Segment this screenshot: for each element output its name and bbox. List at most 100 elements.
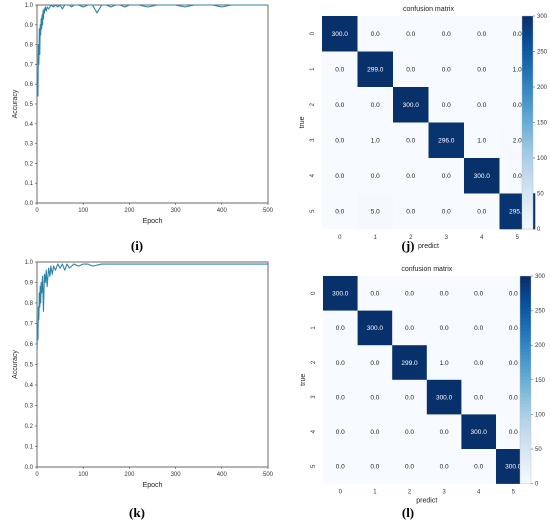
plot-frame bbox=[36, 261, 269, 468]
matrix-cell-value: 300.0 bbox=[332, 31, 349, 38]
colorbar-segment bbox=[522, 189, 533, 194]
matrix-cell bbox=[392, 414, 428, 450]
x-tick-label: 300 bbox=[171, 472, 182, 478]
y-tick-label: 0.4 bbox=[25, 383, 34, 389]
matrix-cell-value: 0.0 bbox=[509, 291, 518, 298]
y-tick-label: 0.2 bbox=[25, 161, 34, 167]
matrix-cell bbox=[357, 414, 393, 450]
colorbar-segment bbox=[522, 115, 533, 120]
matrix-cell-value: 2.0 bbox=[513, 138, 522, 145]
x-tick-label: 0 bbox=[339, 490, 343, 496]
colorbar-segment bbox=[520, 279, 531, 284]
matrix-cell-value: 0.0 bbox=[406, 31, 415, 38]
matrix-cell-value: 1.0 bbox=[513, 67, 522, 74]
matrix-cell-value: 0.0 bbox=[335, 173, 344, 180]
x-tick-label: 2 bbox=[408, 490, 412, 496]
matrix-cell-value: 0.0 bbox=[336, 360, 345, 367]
matrix-cell bbox=[392, 449, 428, 484]
colorbar-segment bbox=[520, 397, 531, 401]
colorbar-segment bbox=[522, 211, 533, 216]
matrix-cell bbox=[464, 193, 500, 230]
matrix-cell-value: 0.0 bbox=[440, 429, 449, 436]
colorbar-segment bbox=[522, 147, 533, 152]
matrix-cell bbox=[393, 193, 429, 230]
colorbar-segment bbox=[522, 40, 533, 45]
y-tick-label: 0.5 bbox=[25, 363, 34, 369]
colorbar-segment bbox=[522, 140, 533, 145]
y-tick-label: 0.3 bbox=[25, 404, 34, 410]
x-tick-label: 3 bbox=[442, 490, 446, 496]
matrix-cell-value: 5.0 bbox=[371, 209, 380, 216]
matrix-cell-value: 0.0 bbox=[440, 325, 449, 332]
y-tick-label: 4 bbox=[311, 429, 317, 433]
y-tick-label: 3 bbox=[310, 138, 316, 142]
matrix-cell-value: 0.0 bbox=[477, 102, 486, 109]
colorbar-tick-label: 300 bbox=[535, 274, 546, 280]
colorbar-segment bbox=[520, 345, 531, 350]
matrix-cell-value: 0.0 bbox=[336, 464, 345, 471]
y-tick-label: 0.1 bbox=[25, 181, 34, 187]
matrix-cell bbox=[393, 16, 429, 52]
colorbar-segment bbox=[520, 462, 531, 467]
colorbar-segment bbox=[520, 417, 531, 422]
colorbar-segment bbox=[522, 97, 533, 102]
matrix-cell bbox=[357, 16, 394, 52]
y-tick-label: 0.7 bbox=[25, 322, 34, 328]
x-tick-label: 300 bbox=[171, 208, 182, 214]
matrix-cell-value: 0.0 bbox=[370, 464, 379, 471]
matrix-cell bbox=[357, 158, 394, 194]
matrix-cell bbox=[461, 276, 497, 311]
matrix-cell bbox=[357, 345, 393, 381]
colorbar-segment bbox=[522, 37, 533, 42]
y-axis-label: Accuracy bbox=[12, 350, 19, 379]
colorbar-segment bbox=[522, 90, 533, 95]
panel-label-j: (j) bbox=[402, 238, 415, 253]
colorbar-segment bbox=[522, 58, 533, 63]
matrix-cell bbox=[322, 51, 358, 88]
colorbar-segment bbox=[520, 452, 531, 457]
matrix-cell bbox=[461, 449, 497, 484]
y-tick-label: 0.9 bbox=[25, 23, 34, 29]
colorbar-tick-label: 200 bbox=[537, 85, 548, 91]
x-tick-label: 1 bbox=[374, 235, 378, 241]
y-tick-label: 0.3 bbox=[25, 142, 34, 148]
colorbar-segment bbox=[520, 390, 531, 395]
matrix-cell bbox=[461, 310, 497, 346]
y-tick-label: 0.0 bbox=[25, 465, 34, 471]
colorbar-segment bbox=[520, 435, 531, 440]
matrix-cell-value: 1.0 bbox=[440, 360, 449, 367]
colorbar-segment bbox=[520, 286, 531, 291]
matrix-cell bbox=[426, 345, 462, 381]
colorbar-segment bbox=[520, 386, 531, 391]
matrix-cell-value: 0.0 bbox=[405, 464, 414, 471]
y-tick-label: 1 bbox=[310, 67, 316, 71]
colorbar-segment bbox=[520, 320, 531, 325]
colorbar-segment bbox=[520, 348, 531, 353]
colorbar-segment bbox=[520, 303, 531, 308]
x-tick-label: 200 bbox=[124, 472, 135, 478]
matrix-cell-value: 0.0 bbox=[371, 102, 380, 109]
colorbar-segment bbox=[520, 383, 531, 388]
y-tick-label: 0.8 bbox=[25, 301, 34, 307]
matrix-cell bbox=[426, 379, 462, 415]
colorbar-segment bbox=[522, 83, 533, 88]
matrix-cell-value: 0.0 bbox=[442, 173, 451, 180]
matrix-cell-value: 0.0 bbox=[442, 209, 451, 216]
x-tick-label: 4 bbox=[480, 235, 484, 241]
colorbar-segment bbox=[520, 317, 531, 322]
matrix-cell bbox=[322, 193, 358, 230]
x-tick-label: 2 bbox=[409, 235, 413, 241]
colorbar-segment bbox=[520, 449, 531, 453]
colorbar-segment bbox=[522, 33, 533, 38]
matrix-cell bbox=[323, 379, 358, 415]
colorbar-segment bbox=[522, 200, 533, 205]
matrix-cell-value: 300.0 bbox=[403, 102, 420, 109]
colorbar-tick-label: 50 bbox=[537, 192, 544, 198]
colorbar-segment bbox=[520, 424, 531, 429]
x-tick-label: 0 bbox=[338, 235, 342, 241]
matrix-cell bbox=[464, 122, 500, 159]
x-tick-label: 400 bbox=[217, 472, 228, 478]
y-tick-label: 4 bbox=[310, 173, 316, 177]
colorbar-segment bbox=[520, 289, 531, 294]
colorbar-segment bbox=[520, 362, 531, 367]
